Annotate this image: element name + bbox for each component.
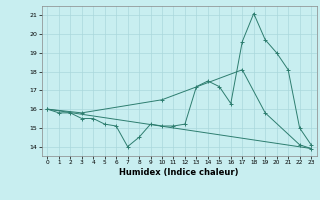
- X-axis label: Humidex (Indice chaleur): Humidex (Indice chaleur): [119, 168, 239, 177]
